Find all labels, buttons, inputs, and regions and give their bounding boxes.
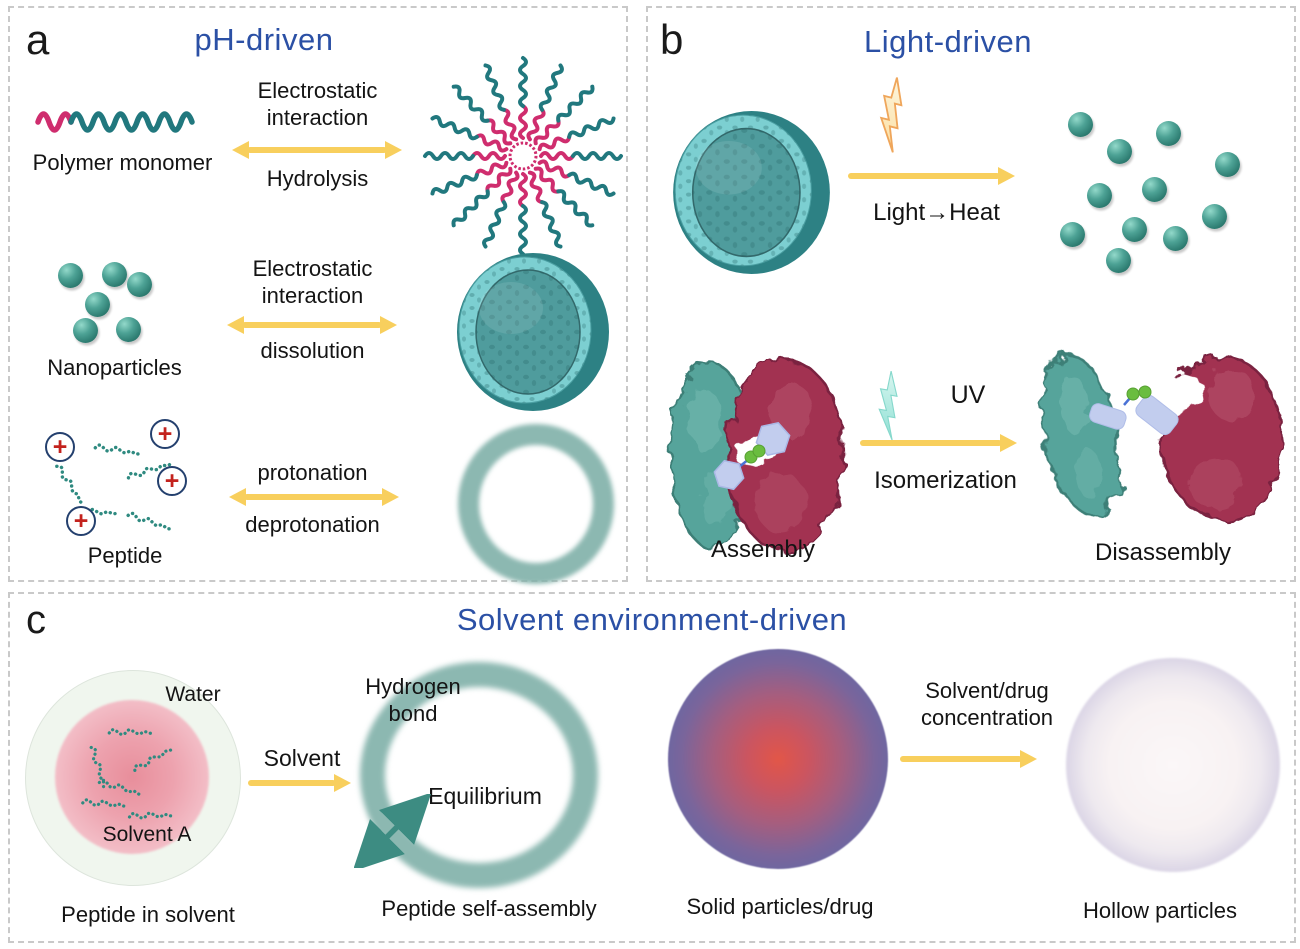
polymer-monomer-label: Polymer monomer [32,150,213,175]
nanoparticle [85,292,110,317]
arrow3-bottom-label: deprotonation [245,512,380,537]
nanoparticle [1060,222,1085,247]
nanoparticle [1068,112,1093,137]
hollow-particles-caption: Hollow particles [1082,898,1238,923]
assembly-label: Assembly [710,536,816,563]
water-label: Water [165,683,221,706]
panel-b-letter: b [660,16,684,63]
uv-bolt-icon [871,369,905,441]
concentration-arrow-label: Solvent/drug concentration [920,678,1054,730]
nanoparticle [1087,183,1112,208]
plus-charge-icon: + [66,506,96,536]
plus-glyph: + [157,420,173,448]
isomerization-arrow [860,434,1017,452]
hollow-particle-icon [1066,658,1280,872]
plus-glyph: + [73,507,89,535]
plus-charge-icon: + [157,466,187,496]
nanoparticle [1142,177,1167,202]
solid-particles-caption: Solid particles/drug [686,894,874,919]
disassembly-label: Disassembly [1094,539,1232,566]
light-bolt-icon [870,74,912,154]
nanoparticle [73,318,98,343]
plus-glyph: + [164,467,180,495]
solvent-arrow [248,774,351,792]
peptide-in-solvent-caption: Peptide in solvent [61,902,235,927]
arrow2-bottom-label: dissolution [260,338,365,363]
light-heat-arrow [848,167,1015,185]
nanoparticle [102,262,127,287]
assembly-complex-icon [669,357,845,553]
uv-label: UV [950,381,986,409]
nanoparticle [1122,217,1147,242]
panel-light-driven: b Light-driven Light→Heat [646,6,1296,582]
plus-charge-icon: + [45,432,75,462]
panel-solvent-driven: c Solvent environment-driven Water Solve… [8,592,1296,943]
concentration-arrow [900,750,1037,768]
panel-c-letter: c [26,598,46,642]
solid-particle-icon [668,649,888,869]
hollow-vesicle-ring-icon [458,424,614,584]
vesicle-icon [456,252,610,412]
panel-b-title: Light-driven [864,24,1032,59]
plus-glyph: + [52,433,68,461]
nanoparticle [1106,248,1131,273]
ph-arrow-3 [229,488,399,506]
peptide-label: Peptide [87,543,163,568]
solvent-arrow-label: Solvent [263,745,341,771]
isomerization-label: Isomerization [874,467,1017,494]
vesicle-icon [672,110,831,275]
ph-arrow-1 [232,141,402,159]
arrow3-top-label: protonation [257,460,368,485]
panel-a-letter: a [26,16,50,63]
arrow2-top-label: Electrostatic interaction [252,256,373,308]
disassembly-complex-icon [1040,354,1284,522]
nanoparticle [1163,226,1188,251]
nanoparticle [58,263,83,288]
peptide-self-assembly-caption: Peptide self-assembly [381,896,597,921]
nanoparticle [1215,152,1240,177]
equilibrium-arrow-icon [354,794,432,868]
panel-ph-driven: a pH-driven Polymer monomer Electrostati… [8,6,628,584]
light-heat-label: Light→Heat [873,199,1000,226]
plus-charge-icon: + [150,419,180,449]
equilibrium-label: Equilibrium [428,783,542,809]
nanoparticle [1202,204,1227,229]
nanoparticle [127,272,152,297]
solvent-a-core-icon [55,700,209,854]
arrow1-bottom-label: Hydrolysis [266,166,369,191]
ph-arrow-2 [227,316,397,334]
nanoparticle [1107,139,1132,164]
arrow1-top-label: Electrostatic interaction [257,78,378,130]
nanoparticles-label: Nanoparticles [47,355,182,380]
nanoparticle [1156,121,1181,146]
nanoparticle [116,317,141,342]
hydrogen-bond-label: Hydrogen bond [365,674,461,726]
polymer-monomer-icon [35,111,195,133]
solvent-a-label: Solvent A [102,823,192,846]
panel-c-title: Solvent environment-driven [456,602,848,637]
panel-a-title: pH-driven [194,22,334,57]
micelle-icon [423,56,623,256]
